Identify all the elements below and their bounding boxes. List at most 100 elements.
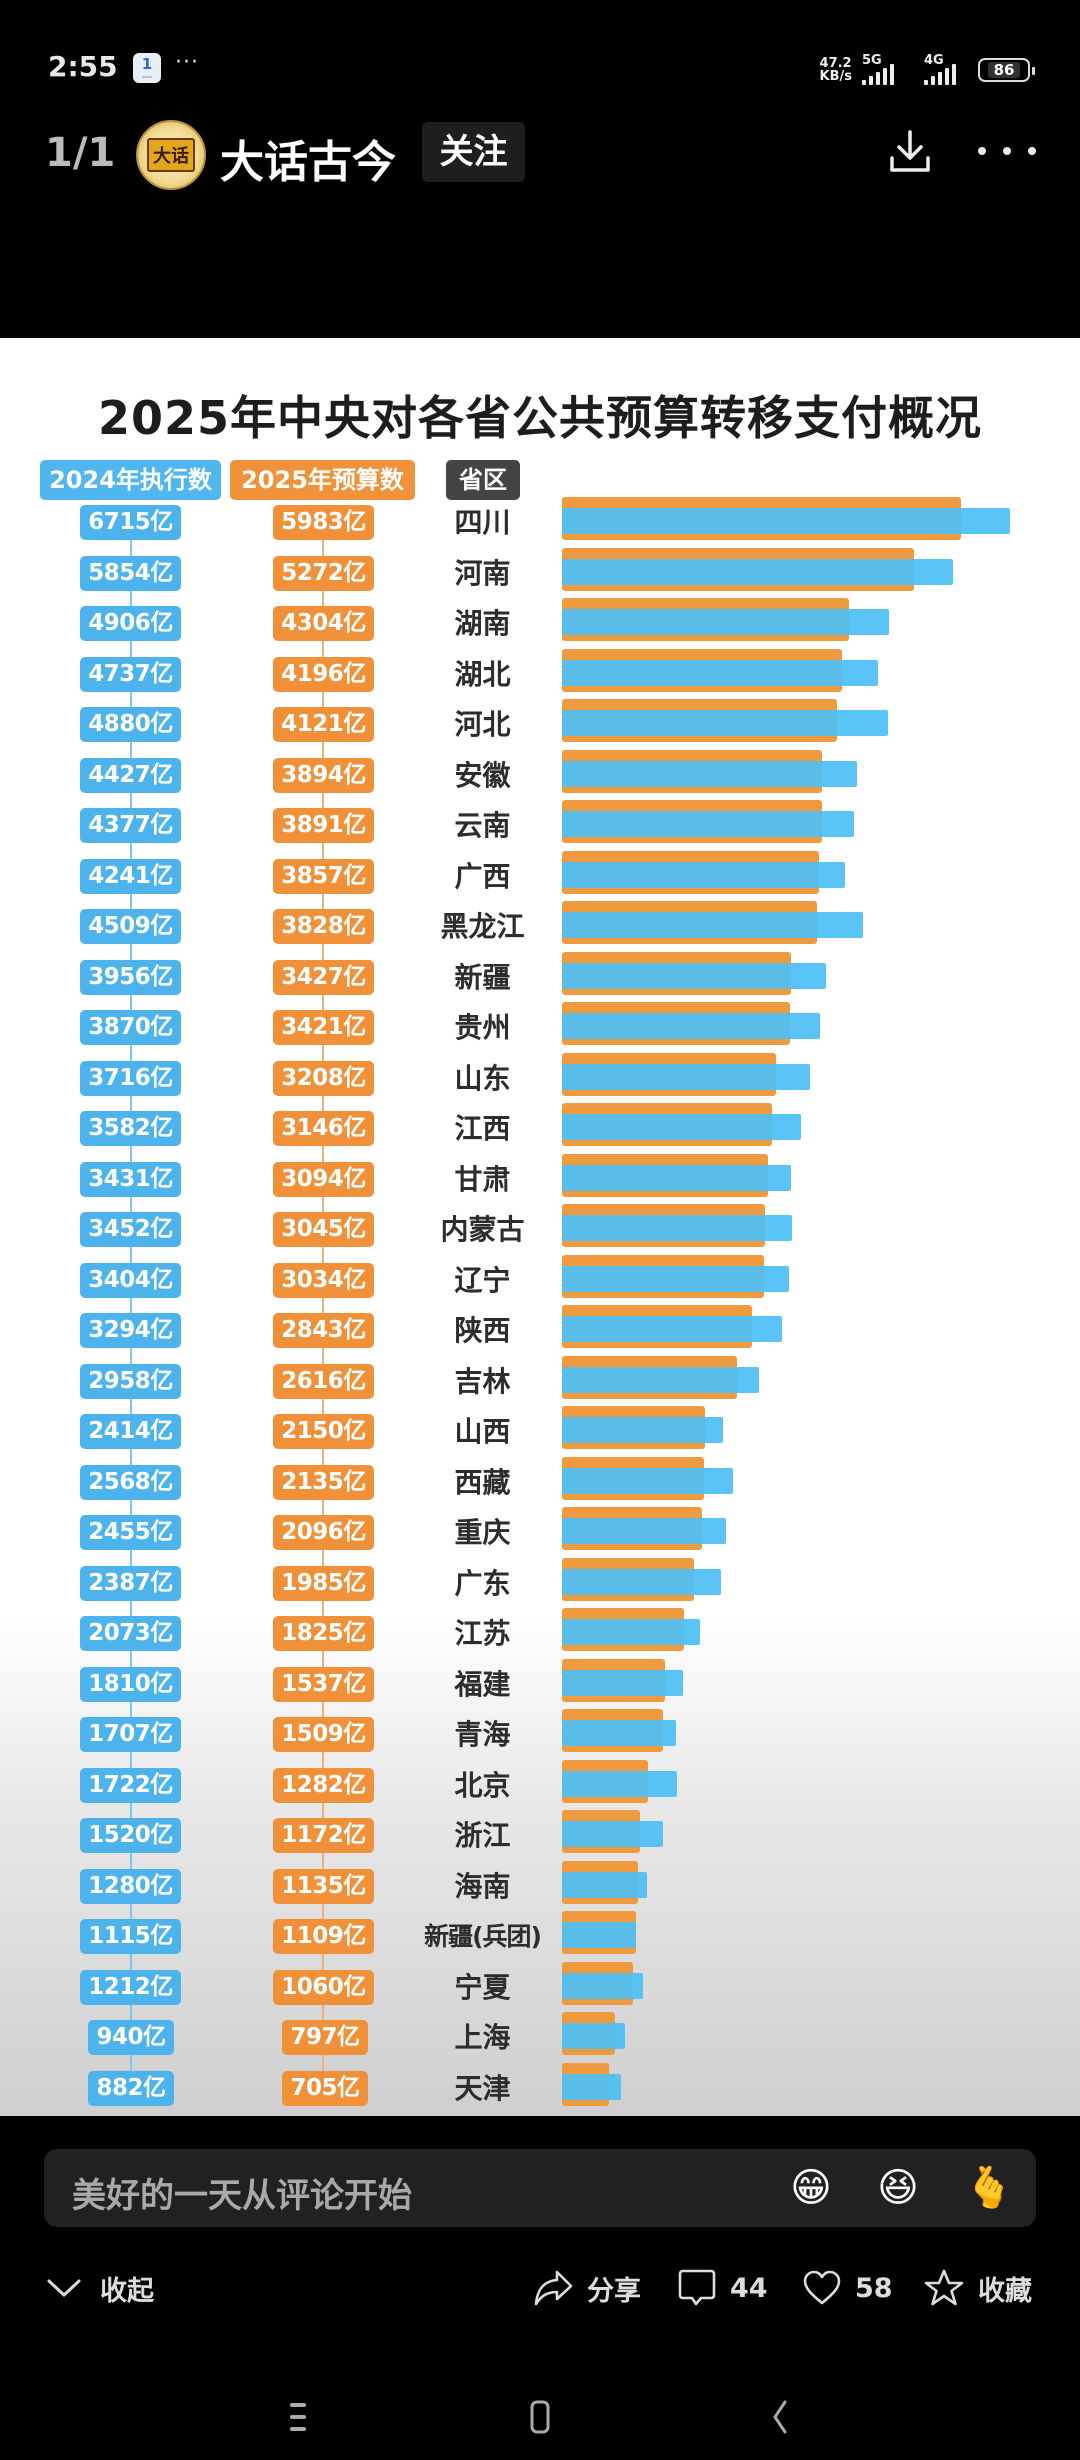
value-2024-badge: 1115亿: [80, 1919, 181, 1954]
value-2025-badge: 3208亿: [273, 1060, 374, 1096]
province-label: 安徽: [454, 758, 511, 792]
value-2024-badge: 1212亿: [80, 1969, 181, 2005]
author-name[interactable]: 大话古今: [220, 137, 396, 188]
finger-heart-emoji-icon[interactable]: 🫰: [964, 2165, 1014, 2211]
value-2024-badge: 1707亿: [80, 1717, 181, 1752]
value-2024-badge: 4737亿: [80, 656, 181, 692]
download-icon[interactable]: [888, 128, 932, 174]
table-row: 1707亿 1509亿 青海: [0, 1709, 1080, 1768]
table-row: 4241亿 3857亿 广西: [0, 850, 1080, 910]
bar-2024-actual: [562, 1013, 821, 1039]
province-label: 浙江: [454, 1819, 511, 1852]
province-label: 广东: [454, 1566, 511, 1600]
like-button[interactable]: 58: [803, 2262, 893, 2314]
bar-2024-actual: [562, 1669, 683, 1696]
bar-2024-actual: [562, 1417, 723, 1443]
value-2024-badge: 3294亿: [80, 1313, 181, 1348]
table-row: 3431亿 3094亿 甘肃: [0, 1153, 1080, 1213]
home-icon[interactable]: [515, 2392, 565, 2442]
value-2024-badge: 2958亿: [80, 1363, 181, 1399]
comment-button[interactable]: 44: [678, 2262, 768, 2314]
province-label: 吉林: [454, 1364, 511, 1398]
connector-line-2024: [130, 538, 132, 2083]
bar-2024-actual: [562, 659, 878, 686]
province-label: 山西: [454, 1415, 511, 1448]
chart-image[interactable]: 2025年中央对各省公共预算转移支付概况 2024年执行数 2025年预算数 省…: [0, 338, 1080, 2116]
comment-input[interactable]: 美好的一天从评论开始 😁 😆 🫰: [44, 2149, 1036, 2227]
bar-2024-actual: [562, 558, 953, 585]
table-row: 3404亿 3034亿 辽宁: [0, 1254, 1080, 1314]
bar-2024-actual: [562, 1922, 637, 1948]
value-2025-badge: 3891亿: [273, 808, 374, 843]
bar-2024-actual: [562, 811, 854, 837]
province-label: 云南: [454, 809, 511, 842]
bar-2024-actual: [562, 912, 863, 938]
bar-2024-actual: [562, 962, 826, 989]
province-label: 北京: [454, 1768, 511, 1802]
province-label: 甘肃: [454, 1162, 511, 1196]
table-row: 3294亿 2843亿 陕西: [0, 1305, 1080, 1364]
value-2025-badge: 2843亿: [273, 1313, 374, 1348]
table-row: 3870亿 3421亿 贵州: [0, 1002, 1080, 1061]
notification-app-icon: 1 ·····: [133, 53, 161, 83]
province-label: 新疆(兵团): [424, 1922, 542, 1951]
province-label: 陕西: [454, 1314, 511, 1347]
comment-icon: [678, 2269, 716, 2306]
bar-2024-actual: [562, 1366, 760, 1393]
table-row: 4906亿 4304亿 湖南: [0, 598, 1080, 657]
table-row: 2568亿 2135亿 西藏: [0, 1456, 1080, 1516]
value-2024-badge: 5854亿: [80, 555, 181, 591]
value-2025-badge: 3094亿: [273, 1161, 374, 1197]
province-label: 广西: [454, 859, 511, 893]
table-row: 3716亿 3208亿 山东: [0, 1052, 1080, 1112]
header-province: 省区: [446, 460, 520, 500]
signal-4g-icon: 4G: [924, 53, 968, 85]
share-icon: [534, 2270, 573, 2306]
province-label: 天津: [454, 2071, 511, 2105]
province-label: 海南: [454, 1869, 511, 1903]
value-2025-badge: 1825亿: [273, 1616, 374, 1651]
laugh-emoji-icon[interactable]: 😆: [877, 2165, 919, 2211]
value-2024-badge: 3452亿: [80, 1212, 181, 1247]
province-label: 江苏: [454, 1617, 511, 1650]
chevron-down-icon: [47, 2279, 81, 2297]
value-2025-badge: 3045亿: [273, 1212, 374, 1247]
grin-emoji-icon[interactable]: 😁: [790, 2165, 832, 2211]
value-2024-badge: 3582亿: [80, 1111, 181, 1146]
heart-icon: [803, 2270, 841, 2305]
province-label: 上海: [454, 2021, 511, 2054]
bar-2024-actual: [562, 2073, 621, 2100]
value-2025-badge: 1135亿: [273, 1868, 374, 1904]
value-2025-badge: 3427亿: [273, 959, 374, 995]
province-label: 四川: [454, 506, 511, 539]
value-2024-badge: 3716亿: [80, 1060, 181, 1096]
value-2024-badge: 3431亿: [80, 1161, 181, 1197]
share-button[interactable]: 分享: [533, 2262, 641, 2314]
value-2025-badge: 1060亿: [273, 1969, 374, 2005]
follow-button[interactable]: 关注: [422, 122, 525, 182]
header-2025-budget: 2025年预算数: [230, 460, 415, 500]
connector-line-2025: [322, 538, 324, 2083]
province-label: 青海: [454, 1718, 511, 1751]
province-label: 山东: [454, 1061, 511, 1095]
favorite-button[interactable]: 收藏: [924, 2262, 1032, 2314]
system-nav-bar: [0, 2380, 1080, 2460]
table-row: 2073亿 1825亿 江苏: [0, 1608, 1080, 1667]
value-2024-badge: 4427亿: [80, 757, 181, 793]
value-2024-badge: 1280亿: [80, 1868, 181, 1904]
network-speed: 47.2 KB/s: [819, 56, 852, 84]
value-2024-badge: 6715亿: [80, 505, 181, 540]
value-2025-badge: 4304亿: [273, 606, 374, 641]
value-2025-badge: 3034亿: [273, 1262, 374, 1298]
table-row: 3452亿 3045亿 内蒙古: [0, 1204, 1080, 1263]
value-2024-badge: 2568亿: [80, 1464, 181, 1500]
more-dots-icon[interactable]: [978, 136, 1036, 166]
bar-2024-actual: [562, 1467, 734, 1494]
value-2024-badge: 1722亿: [80, 1767, 181, 1803]
recent-apps-icon[interactable]: [273, 2392, 323, 2442]
value-2025-badge: 705亿: [282, 2070, 368, 2106]
value-2025-badge: 4196亿: [273, 656, 374, 692]
collapse-button[interactable]: 收起: [46, 2262, 154, 2314]
author-avatar[interactable]: 大话: [136, 120, 206, 190]
back-icon[interactable]: [755, 2392, 805, 2442]
